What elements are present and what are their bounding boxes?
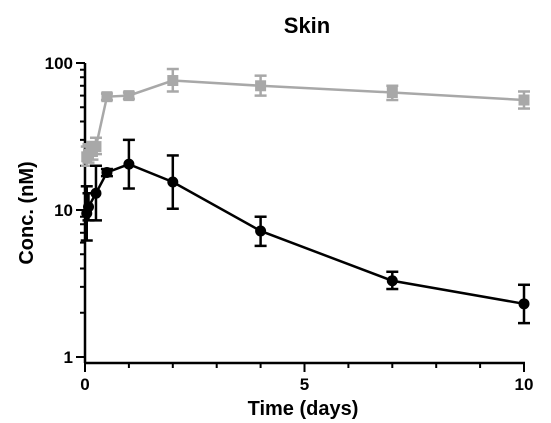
y-tick-label: 100 [45, 54, 73, 73]
series-1 [80, 67, 530, 167]
series-line [85, 162, 525, 306]
data-point [123, 90, 135, 102]
x-tick-label: 5 [300, 375, 309, 394]
y-axis-label: Conc. (nM) [16, 161, 38, 264]
data-point [167, 75, 179, 87]
y-tick-label: 10 [54, 201, 73, 220]
x-tick-label: 0 [80, 375, 89, 394]
x-tick-label: 10 [515, 375, 534, 394]
axes: 1 10 100 0 5 10 [45, 54, 534, 394]
data-point [83, 201, 95, 213]
series-line [85, 79, 525, 158]
data-point [90, 141, 102, 153]
data-point [255, 80, 267, 92]
data-point [101, 166, 113, 178]
data-point [518, 298, 530, 310]
data-point [386, 86, 398, 98]
y-tick-label: 1 [64, 348, 73, 367]
series-layer [80, 67, 530, 325]
data-point [518, 94, 530, 106]
chart-title: Skin [284, 13, 330, 38]
data-point [101, 91, 113, 103]
data-point [167, 176, 179, 188]
data-point [123, 158, 135, 170]
data-point [386, 275, 398, 287]
series-2 [80, 138, 530, 325]
data-point [90, 187, 102, 199]
data-point [255, 225, 267, 237]
x-axis-label: Time (days) [248, 398, 359, 420]
